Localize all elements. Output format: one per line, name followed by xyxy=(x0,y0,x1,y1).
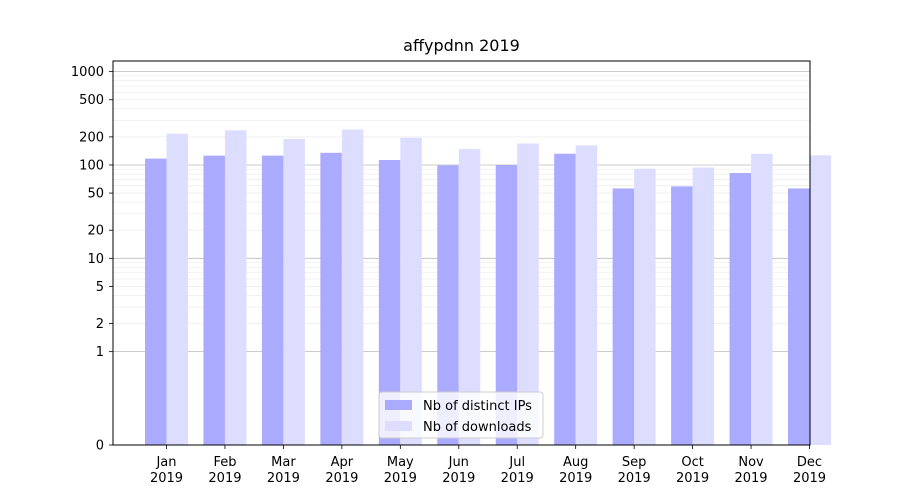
plot-frame xyxy=(112,60,811,446)
y-tick-label: 1 xyxy=(96,345,104,360)
bars xyxy=(145,129,831,446)
bar-downloads xyxy=(341,129,364,445)
y-tick-label: 2 xyxy=(96,317,104,332)
y-tick-label: 10 xyxy=(87,252,104,267)
x-tick-label: Aug 2019 xyxy=(559,455,592,486)
x-tick-label: Jun 2019 xyxy=(442,455,475,486)
x-tick-label: Nov 2019 xyxy=(734,455,767,486)
y-tick-label: 20 xyxy=(87,224,104,239)
bar-distinct-ips xyxy=(671,186,693,445)
y-tick-label: 50 xyxy=(87,187,104,202)
x-tick-label: May 2019 xyxy=(384,455,417,486)
x-tick-label: Jan 2019 xyxy=(150,455,183,486)
bar-distinct-ips xyxy=(261,155,284,445)
bar-downloads xyxy=(517,143,539,445)
bar-distinct-ips xyxy=(554,153,576,445)
bar-downloads xyxy=(809,155,831,446)
chart-title: affypdnn 2019 xyxy=(403,36,520,55)
y-tick-label: 0 xyxy=(96,439,104,454)
bar-downloads xyxy=(224,130,247,445)
bar-downloads xyxy=(166,133,188,445)
bar-distinct-ips xyxy=(145,158,167,445)
bar-downloads xyxy=(400,137,422,445)
bar-downloads xyxy=(634,168,656,446)
y-tick-label: 500 xyxy=(79,93,104,108)
y-tick-label: 1000 xyxy=(71,65,104,80)
legend-swatch-distinct-ips xyxy=(385,400,412,410)
bar-downloads xyxy=(283,138,305,446)
bar-distinct-ips xyxy=(495,164,518,446)
x-axis-ticks: Jan 2019 Feb 2019 Mar 2019 Apr 2019 May 2019 Jun 20… xyxy=(150,445,826,486)
legend-frame xyxy=(378,391,544,439)
bar-distinct-ips xyxy=(437,165,459,446)
legend-swatch-downloads xyxy=(385,421,412,431)
bar-downloads xyxy=(458,149,481,445)
bar-distinct-ips xyxy=(788,188,810,445)
x-tick-label: Jul 2019 xyxy=(501,455,534,486)
y-tick-label: 200 xyxy=(79,130,104,145)
y-axis-ticks: 0 1 2 5 10 20 50 100 200 500 1000 xyxy=(71,65,113,454)
x-tick-label: Feb 2019 xyxy=(208,455,241,486)
bar-distinct-ips xyxy=(612,188,635,445)
x-tick-label: Apr 2019 xyxy=(325,455,358,486)
x-tick-label: Oct 2019 xyxy=(676,455,709,486)
legend-label-distinct-ips: Nb of distinct IPs xyxy=(423,399,532,414)
bar-distinct-ips xyxy=(203,155,225,445)
x-tick-label: Dec 2019 xyxy=(793,455,826,486)
y-tick-label: 100 xyxy=(79,158,104,173)
bar-downloads xyxy=(751,153,773,445)
bar-downloads xyxy=(692,167,715,445)
x-tick-label: Mar 2019 xyxy=(267,455,300,486)
bar-distinct-ips xyxy=(378,160,401,446)
bar-downloads xyxy=(575,145,598,445)
bar-distinct-ips xyxy=(729,173,752,445)
legend: Nb of distinct IPs Nb of downloads xyxy=(378,391,544,439)
x-tick-label: Sep 2019 xyxy=(618,455,651,486)
y-tick-label: 5 xyxy=(96,280,104,295)
bar-distinct-ips xyxy=(320,152,342,445)
legend-label-downloads: Nb of downloads xyxy=(423,420,532,435)
